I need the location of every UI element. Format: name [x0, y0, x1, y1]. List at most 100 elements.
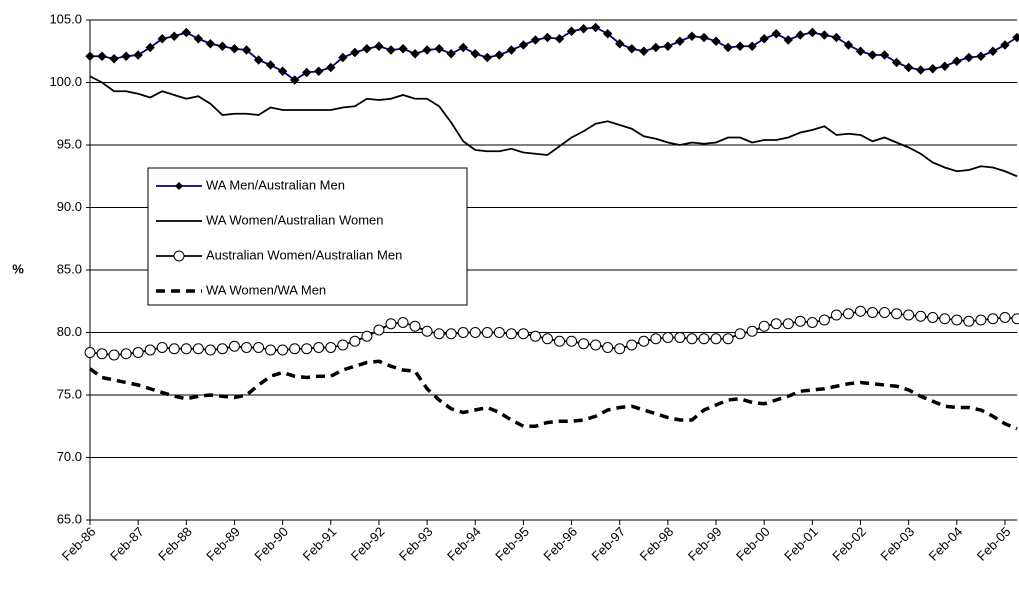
- point-marker: [795, 30, 806, 40]
- x-tick-label: Feb-92: [348, 524, 388, 564]
- point-marker: [976, 51, 986, 61]
- point-marker: [349, 335, 361, 347]
- point-marker: [253, 342, 265, 353]
- point-marker: [879, 307, 891, 318]
- point-marker: [541, 333, 553, 345]
- point-marker: [482, 52, 492, 63]
- x-tick-label: Feb-98: [637, 524, 677, 564]
- point-marker: [687, 31, 697, 41]
- point-marker: [590, 339, 602, 351]
- legend-label: Australian Women/Australian Men: [206, 247, 402, 262]
- point-marker: [241, 342, 253, 353]
- point-marker: [578, 24, 589, 34]
- point-marker: [289, 343, 301, 355]
- point-marker: [794, 315, 806, 327]
- y-tick-label: 70.0: [57, 449, 82, 464]
- point-marker: [313, 342, 325, 353]
- x-tick-label: Feb-93: [396, 524, 436, 564]
- point-marker: [542, 32, 553, 43]
- point-marker: [338, 52, 348, 63]
- point-marker: [999, 312, 1011, 323]
- point-marker: [662, 332, 674, 343]
- point-marker: [758, 320, 770, 332]
- point-marker: [193, 34, 204, 44]
- x-tick-label: Feb-94: [444, 524, 484, 564]
- point-marker: [783, 35, 793, 45]
- point-marker: [374, 41, 384, 51]
- y-tick-label: 100.0: [49, 74, 82, 89]
- point-marker: [505, 328, 517, 340]
- point-marker: [469, 327, 481, 338]
- point-marker: [518, 40, 529, 50]
- point-marker: [121, 51, 131, 61]
- y-tick-label: 85.0: [57, 261, 82, 276]
- point-marker: [663, 41, 673, 51]
- point-marker: [928, 64, 938, 74]
- point-marker: [301, 343, 313, 355]
- point-marker: [722, 333, 734, 345]
- point-marker: [289, 75, 300, 85]
- point-marker: [638, 335, 650, 347]
- point-marker: [277, 66, 288, 76]
- point-marker: [109, 54, 119, 64]
- point-marker: [615, 39, 625, 49]
- point-marker: [590, 22, 601, 33]
- point-marker: [1011, 313, 1019, 325]
- point-marker: [409, 320, 421, 332]
- point-marker: [517, 328, 529, 340]
- y-tick-label: 90.0: [57, 199, 82, 214]
- point-marker: [204, 344, 216, 356]
- point-marker: [337, 339, 349, 351]
- point-marker: [97, 51, 107, 61]
- point-marker: [963, 315, 975, 327]
- legend-marker: [173, 250, 185, 262]
- point-marker: [386, 45, 396, 55]
- point-marker: [964, 52, 974, 63]
- point-marker: [216, 343, 228, 355]
- point-marker: [952, 56, 962, 66]
- point-marker: [350, 47, 360, 58]
- point-marker: [228, 340, 240, 352]
- point-marker: [854, 305, 866, 317]
- point-marker: [807, 27, 818, 38]
- point-marker: [855, 46, 866, 56]
- point-marker: [132, 347, 144, 358]
- legend-box: [147, 167, 468, 306]
- point-marker: [446, 49, 456, 59]
- point-marker: [818, 314, 830, 326]
- point-marker: [457, 327, 469, 338]
- point-marker: [566, 26, 577, 36]
- point-marker: [554, 335, 566, 347]
- y-tick-label: 75.0: [57, 386, 82, 401]
- point-marker: [410, 49, 420, 59]
- y-tick-label: 80.0: [57, 324, 82, 339]
- point-marker: [686, 333, 698, 345]
- x-tick-label: Feb-00: [733, 524, 773, 564]
- legend-label: WA Women/Australian Women: [206, 212, 384, 227]
- point-marker: [842, 308, 854, 320]
- point-marker: [554, 34, 565, 44]
- legend-label: WA Men/Australian Men: [206, 177, 345, 192]
- point-marker: [650, 333, 662, 345]
- point-marker: [325, 342, 337, 353]
- x-tick-label: Feb-89: [203, 524, 243, 564]
- point-marker: [566, 335, 578, 347]
- point-marker: [530, 35, 541, 45]
- x-tick-label: Feb-88: [155, 524, 195, 564]
- point-marker: [771, 29, 781, 39]
- point-marker: [627, 44, 637, 54]
- point-marker: [362, 44, 372, 54]
- point-marker: [157, 34, 167, 44]
- point-marker: [361, 330, 373, 342]
- point-marker: [120, 348, 132, 360]
- point-marker: [602, 342, 614, 353]
- point-marker: [747, 41, 757, 51]
- point-marker: [915, 310, 927, 322]
- point-marker: [144, 344, 156, 356]
- point-marker: [301, 67, 312, 78]
- point-marker: [205, 39, 216, 49]
- x-tick-label: Feb-05: [974, 524, 1014, 564]
- point-marker: [903, 309, 915, 321]
- point-marker: [373, 324, 385, 336]
- point-marker: [843, 40, 854, 50]
